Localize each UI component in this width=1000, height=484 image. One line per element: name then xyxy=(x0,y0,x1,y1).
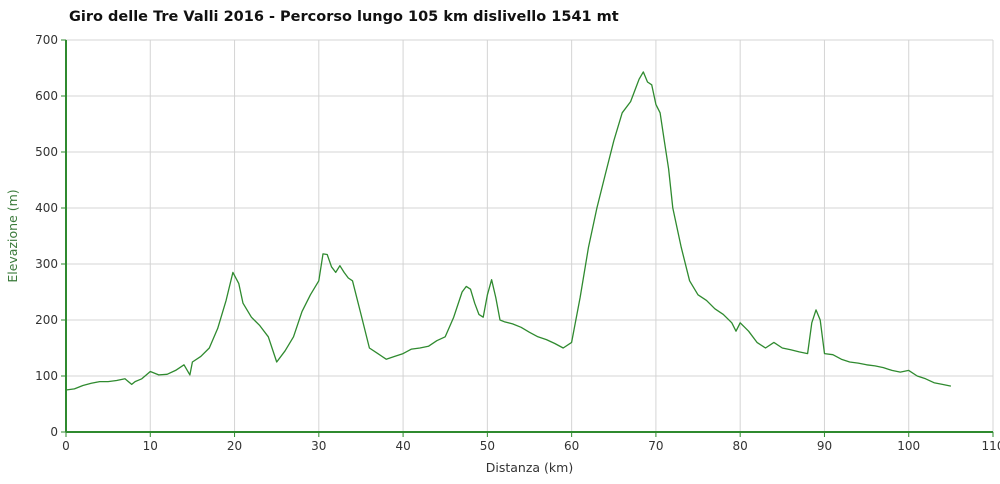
x-tick-label: 30 xyxy=(311,439,326,453)
y-tick-label: 200 xyxy=(35,313,58,327)
grid-lines xyxy=(66,39,994,432)
x-tick-label: 70 xyxy=(648,439,663,453)
x-tick-label: 80 xyxy=(733,439,748,453)
y-tick-label: 300 xyxy=(35,257,58,271)
x-tick-label: 90 xyxy=(817,439,832,453)
y-tick-label: 400 xyxy=(35,201,58,215)
x-tick-label: 100 xyxy=(897,439,920,453)
x-tick-labels: 0 10 20 30 40 50 60 70 80 90 100 110 xyxy=(62,439,1000,453)
x-tick-label: 20 xyxy=(227,439,242,453)
x-tick-label: 10 xyxy=(143,439,158,453)
y-tick-label: 600 xyxy=(35,89,58,103)
x-tick-label: 40 xyxy=(395,439,410,453)
y-tick-label: 0 xyxy=(50,425,58,439)
x-tick-label: 60 xyxy=(564,439,579,453)
x-axis-title: Distanza (km) xyxy=(486,460,573,475)
y-tick-labels: 0 100 200 300 400 500 600 700 xyxy=(35,33,58,439)
y-axis-title: Elevazione (m) xyxy=(5,189,20,282)
tick-marks xyxy=(61,39,994,437)
x-tick-label: 0 xyxy=(62,439,70,453)
chart-title: Giro delle Tre Valli 2016 - Percorso lun… xyxy=(69,9,619,25)
elevation-line-0 xyxy=(65,71,952,391)
x-tick-label: 50 xyxy=(480,439,495,453)
y-tick-label: 500 xyxy=(35,145,58,159)
y-tick-label: 700 xyxy=(35,33,58,47)
series-group xyxy=(65,71,952,391)
y-tick-label: 100 xyxy=(35,369,58,383)
x-tick-label: 110 xyxy=(982,439,1000,453)
